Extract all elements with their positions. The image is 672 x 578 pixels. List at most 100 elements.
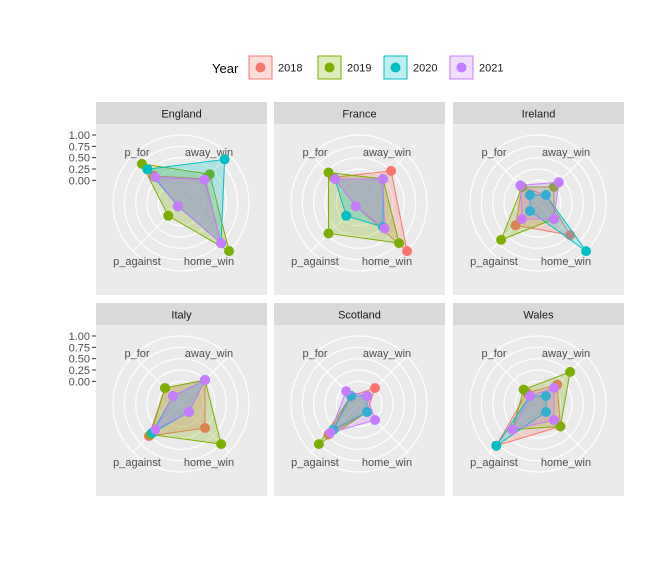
data-point [142,164,153,175]
legend-key-point-2020 [390,62,401,73]
panel-ireland: Ireland away_win home_win p_against p_for [453,102,624,295]
axis-label-home-win: home_win [184,256,234,268]
data-point [200,375,210,385]
axis-label-home-win: home_win [184,457,234,469]
data-point [370,383,380,393]
legend-item-2018: 2018 [248,55,302,80]
grid-circle [324,168,394,238]
grid-circle [112,134,250,272]
axis-label-away-win: away_win [185,348,233,360]
data-point [200,423,210,433]
data-point [491,440,502,451]
data-point [150,172,161,183]
grid-spoke [132,202,182,252]
axis-label-home-win: home_win [362,256,412,268]
axis-label-p-for: p_for [481,147,506,159]
data-point [184,407,194,417]
grid-circle [469,134,607,272]
panel-wales: Wales away_win home_win p_against p_for [453,303,624,496]
grid-circle [335,179,383,227]
panel-italy: Italy away_win home_win p_against p_for [96,303,267,496]
legend-key-point-2019 [324,62,335,73]
axis-label-p-against: p_against [470,457,518,469]
panel-title: Italy [171,310,192,322]
tick-label: 1.00 [69,130,90,142]
data-point [549,415,559,425]
legend-label-2020: 2020 [413,63,437,75]
tick-label: 0.75 [69,141,90,153]
data-point [172,201,183,212]
tick-label: 0.75 [69,342,90,354]
panel-strip [96,303,267,325]
grid-circle [313,157,405,249]
grid-spoke [537,202,587,252]
axis-label-p-for: p_for [302,147,327,159]
series-2021 [515,177,564,224]
series-2021 [150,375,210,435]
series-2021 [325,386,380,438]
grid-circle [313,358,405,450]
axis-label-p-against: p_against [113,457,161,469]
legend-key-point-2021 [456,62,467,73]
data-point [555,421,566,432]
legend-item-2019: 2019 [317,55,371,80]
legend: Year 2018 2019 2020 2021 [212,55,503,80]
tick-label: 0.00 [69,376,90,388]
legend-label-2019: 2019 [347,63,371,75]
data-point [168,391,178,401]
panel-scotland: Scotland away_win home_win p_against p_for [274,303,445,496]
grid-spoke [310,202,360,252]
data-point [150,424,161,435]
legend-title: Year [212,61,239,76]
data-point [330,174,340,184]
radial-axis: 1.000.750.500.250.00 [69,130,96,187]
data-point [517,214,527,224]
data-point [160,383,170,393]
grid-circle [503,168,573,238]
tick-label: 1.00 [69,331,90,343]
data-point [386,165,397,176]
data-point [565,366,576,377]
data-point [525,190,535,200]
legend-label-2018: 2018 [278,63,302,75]
axis-label-p-for: p_for [481,348,506,360]
data-point [163,210,174,221]
axis-label-away-win: away_win [363,348,411,360]
axis-label-p-against: p_against [291,256,339,268]
series-area [519,181,560,220]
grid-circle [480,346,596,462]
grid-circle [335,380,383,428]
panel-title: Ireland [522,109,556,121]
axis-label-away-win: away_win [363,147,411,159]
data-point [394,238,405,249]
grid-circle [146,168,216,238]
axis-label-p-for: p_for [302,348,327,360]
grid-circle [123,346,239,462]
series-2021 [330,174,390,234]
grid-circle [157,380,205,428]
grid-circle [290,335,428,473]
panel-strip [453,102,624,124]
axis-label-p-against: p_against [470,256,518,268]
panel-title: Wales [523,310,554,322]
data-point [378,174,388,184]
data-point [370,415,380,425]
grid-circle [290,134,428,272]
panel-title: England [161,109,201,121]
data-point [581,246,592,257]
grid-circle [503,369,573,439]
panel-strip [274,102,445,124]
data-point [507,424,518,435]
data-point [518,384,529,395]
axis-label-p-for: p_for [124,147,149,159]
data-point [216,238,227,249]
data-point [553,177,564,188]
grid-circle [135,157,227,249]
series-2021 [150,172,227,249]
grid-circle [469,335,607,473]
data-point [549,383,559,393]
grid-circle [157,179,205,227]
grid-circle [514,380,562,428]
